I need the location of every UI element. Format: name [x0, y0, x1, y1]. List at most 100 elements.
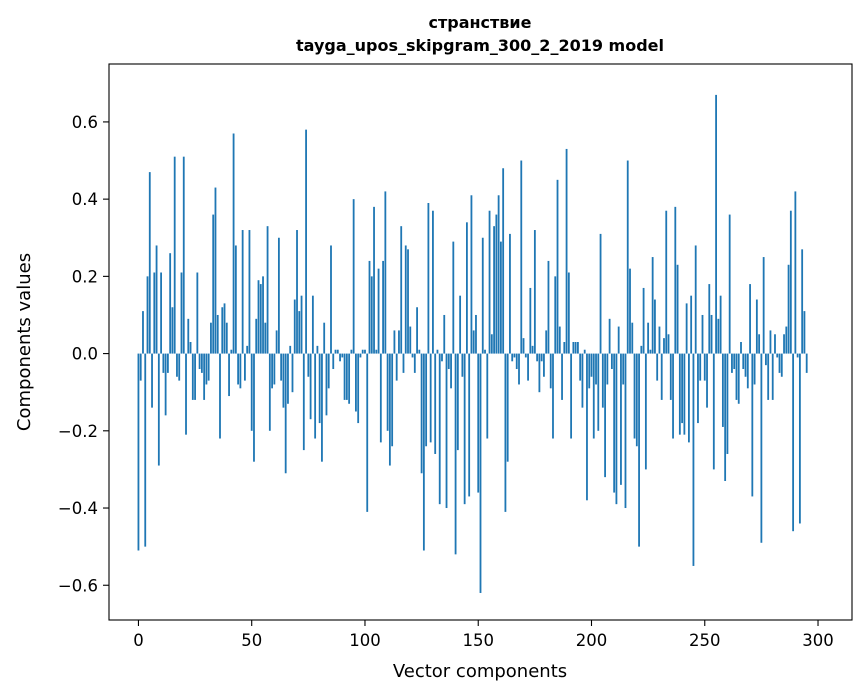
bar-16	[173, 156, 176, 354]
bar-175	[533, 230, 536, 354]
y-tick-label: 0.6	[72, 113, 98, 132]
bar-4	[146, 276, 149, 354]
bar-249	[701, 314, 704, 354]
bar-251	[706, 353, 708, 408]
bar-282	[776, 353, 779, 358]
bar-284	[780, 353, 783, 377]
bar-23	[189, 342, 192, 354]
bar-232	[663, 338, 665, 354]
bar-138	[450, 353, 452, 389]
bar-80	[318, 353, 321, 424]
bar-181	[547, 260, 550, 354]
bar-46	[241, 230, 244, 354]
bar-126	[422, 353, 425, 551]
bar-294	[803, 311, 806, 354]
bar-6	[151, 353, 153, 408]
bar-128	[427, 203, 430, 354]
bar-236	[672, 353, 674, 439]
x-tick-label: 100	[349, 631, 381, 650]
bar-64	[282, 353, 285, 408]
bar-169	[520, 160, 523, 354]
bar-295	[805, 353, 808, 373]
bar-113	[393, 330, 396, 354]
bar-60	[273, 353, 276, 385]
bar-205	[601, 353, 604, 408]
plot-area-frame	[108, 63, 853, 621]
bar-41	[230, 349, 233, 354]
bar-164	[509, 233, 511, 354]
bar-193	[574, 342, 577, 354]
bar-72	[300, 295, 303, 354]
bar-247	[697, 353, 699, 424]
bar-71	[298, 311, 301, 354]
bar-73	[302, 353, 305, 451]
y-tick-label: 0.2	[72, 267, 98, 286]
bar-167	[515, 353, 518, 370]
bar-283	[778, 353, 781, 373]
bar-40	[228, 353, 230, 397]
bar-90	[341, 353, 344, 358]
bar-55	[262, 276, 264, 354]
bar-45	[239, 353, 242, 389]
bar-241	[683, 353, 686, 435]
bar-5	[148, 172, 151, 354]
bar-130	[432, 210, 434, 354]
bar-78	[314, 353, 317, 439]
bar-139	[452, 241, 455, 354]
bar-200	[590, 353, 593, 377]
bar-278	[767, 353, 770, 400]
bar-141	[456, 353, 459, 451]
bar-136	[445, 353, 448, 509]
bar-189	[565, 148, 568, 354]
y-axis-label: Components values	[14, 253, 35, 431]
bar-224	[644, 353, 647, 470]
bar-229	[656, 353, 659, 381]
bar-2	[142, 311, 144, 354]
bar-266	[740, 342, 742, 354]
bar-series	[137, 94, 808, 593]
bar-110	[386, 353, 389, 431]
bar-95	[352, 199, 355, 354]
bar-235	[669, 353, 672, 400]
bar-15	[171, 307, 174, 354]
bar-32	[210, 322, 212, 354]
bar-273	[755, 299, 758, 354]
bar-57	[266, 226, 269, 354]
bar-276	[762, 257, 765, 354]
bar-244	[690, 295, 693, 354]
bar-35	[216, 314, 219, 354]
bar-275	[760, 353, 763, 543]
bar-123	[416, 307, 418, 354]
bar-199	[588, 353, 591, 389]
bar-144	[463, 353, 466, 505]
bar-51	[253, 353, 255, 462]
bar-221	[638, 353, 640, 547]
bar-243	[688, 353, 690, 443]
bar-287	[787, 264, 790, 354]
bar-237	[674, 206, 677, 354]
bar-143	[461, 353, 464, 377]
bar-12	[164, 353, 167, 416]
bar-234	[667, 334, 670, 354]
bar-208	[608, 318, 611, 354]
bar-105	[375, 349, 378, 354]
bar-280	[771, 353, 774, 400]
bar-98	[359, 353, 362, 358]
bar-204	[599, 233, 602, 354]
bar-218	[631, 322, 634, 354]
bar-70	[296, 230, 298, 354]
bar-29	[203, 353, 206, 400]
bar-125	[420, 353, 423, 474]
bar-240	[681, 353, 684, 424]
bar-74	[305, 129, 307, 354]
bar-104	[373, 206, 375, 354]
bar-286	[785, 326, 788, 354]
bar-75	[307, 353, 310, 377]
bar-135	[443, 314, 446, 354]
bar-252	[708, 284, 711, 354]
bar-66	[287, 353, 289, 404]
bar-268	[744, 353, 747, 377]
x-tick-label: 300	[802, 631, 834, 650]
bar-242	[685, 303, 688, 354]
bar-292	[798, 353, 801, 524]
